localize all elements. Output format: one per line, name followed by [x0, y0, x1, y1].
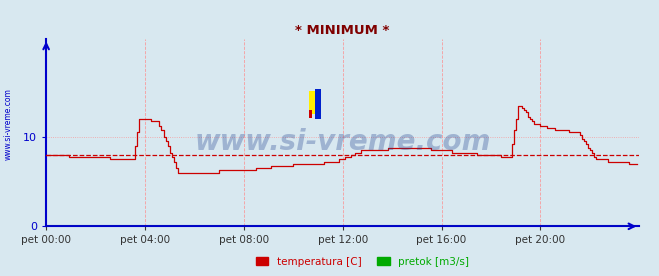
- Text: www.si-vreme.com: www.si-vreme.com: [3, 88, 13, 160]
- Legend: temperatura [C], pretok [m3/s]: temperatura [C], pretok [m3/s]: [252, 253, 473, 271]
- Text: www.si-vreme.com: www.si-vreme.com: [194, 128, 491, 156]
- Title: * MINIMUM *: * MINIMUM *: [295, 25, 390, 38]
